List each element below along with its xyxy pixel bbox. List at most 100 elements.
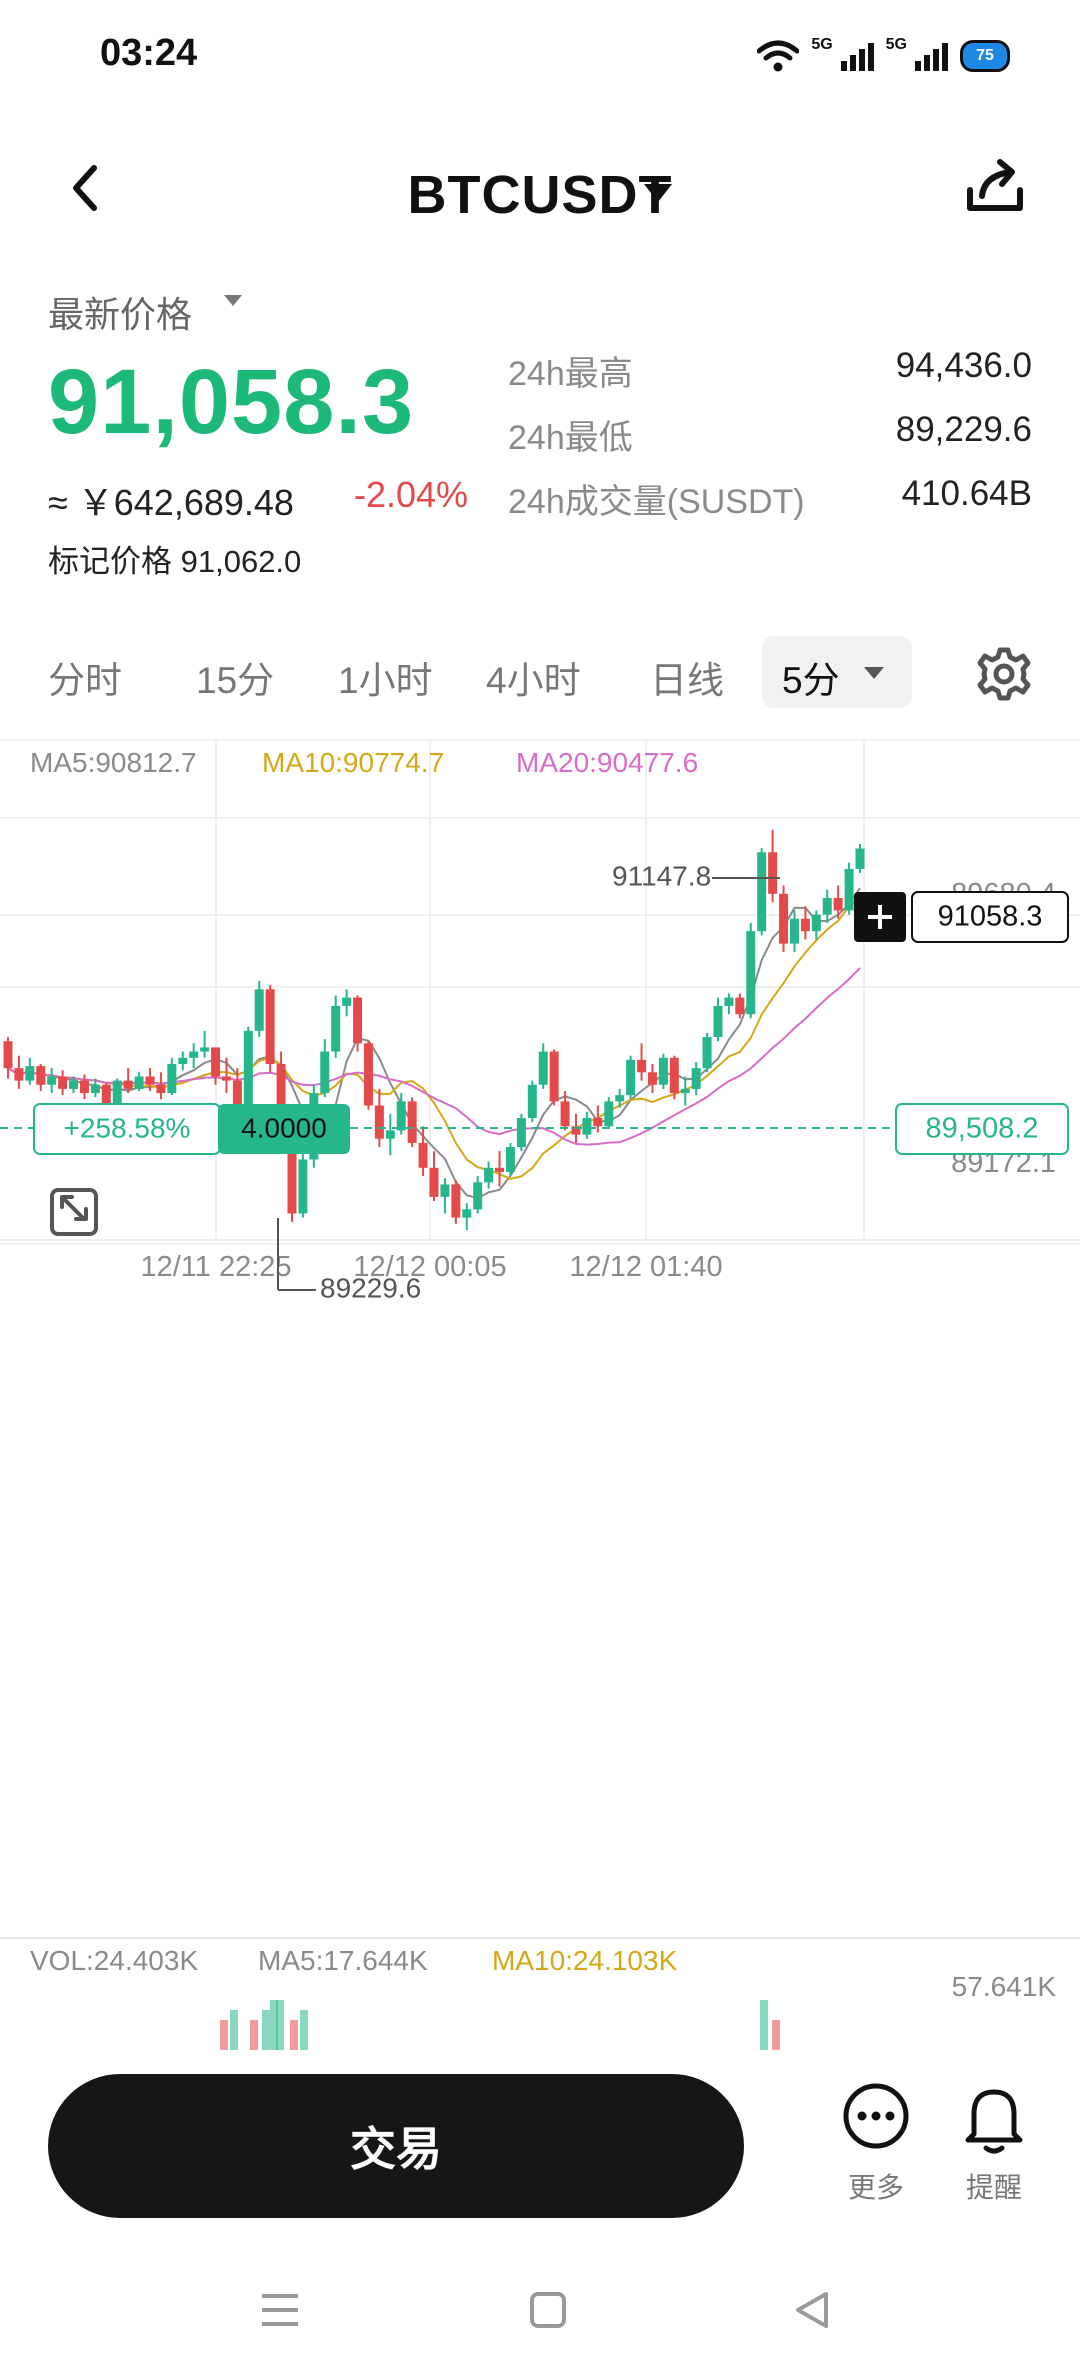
back-button[interactable] [62, 158, 112, 218]
candle-body [178, 1057, 188, 1065]
candle-body [571, 1126, 581, 1135]
menu-icon[interactable] [258, 2290, 302, 2330]
more-label: 更多 [847, 2172, 904, 2203]
network-type-2: 5G [885, 36, 907, 53]
network-type-1: 5G [811, 36, 833, 53]
tab-5m-selected[interactable] [762, 636, 912, 708]
position-price: 89,508.2 [926, 1113, 1039, 1145]
candle-body [221, 1076, 231, 1081]
candle-body [615, 1095, 625, 1102]
vol-legend: VOL:24.403K [30, 1945, 198, 1976]
candle-body [789, 918, 799, 944]
candle-body [298, 1159, 308, 1214]
trade-button[interactable]: 交易 [48, 2074, 744, 2218]
candle-body [768, 852, 778, 894]
change-percent: -2.04% [354, 474, 469, 515]
vol-ma10-legend: MA10:24.103K [492, 1945, 678, 1976]
candle-body [757, 852, 767, 932]
battery-icon: 75 [960, 40, 1010, 72]
gear-icon[interactable] [974, 644, 1034, 704]
pair-title[interactable]: BTCUSDT [407, 165, 673, 225]
volume-bar [270, 2000, 278, 2050]
volume-bar [220, 2020, 228, 2050]
candle-body [211, 1047, 221, 1077]
alert-label: 提醒 [965, 2172, 1022, 2203]
signal-icon [915, 41, 948, 71]
tab-1h[interactable]: 1小时 [338, 660, 433, 701]
candle-body [626, 1059, 636, 1096]
candle-body [254, 989, 264, 1031]
candle-body [243, 1030, 253, 1118]
plus-icon [868, 905, 892, 929]
last-price: 91,058.3 [48, 351, 415, 453]
candle-body [713, 1005, 723, 1038]
candle-body [746, 931, 756, 1015]
candle-body [407, 1101, 417, 1143]
volume-bar [230, 2010, 238, 2050]
candle-body [353, 997, 363, 1044]
stat-label-high: 24h最高 [508, 355, 633, 393]
caret-down-icon[interactable] [640, 178, 676, 208]
caret-down-icon[interactable] [222, 292, 244, 310]
candle-body [25, 1066, 35, 1081]
position-qty: 4.0000 [241, 1112, 327, 1143]
candle-body [145, 1076, 155, 1085]
stat-value-volume: 410.64B [901, 474, 1032, 513]
candle-body [560, 1101, 570, 1127]
candle-body [495, 1167, 505, 1172]
bell-icon [965, 2089, 1023, 2154]
alert-button[interactable]: 提醒 [948, 2080, 1040, 2203]
candle-body [505, 1147, 515, 1172]
caret-down-icon[interactable] [862, 664, 886, 682]
x-tick-label: 12/12 00:05 [353, 1251, 506, 1283]
position-pnl: +258.58% [64, 1112, 191, 1143]
tab-timeline[interactable]: 分时 [48, 660, 122, 701]
candle-body [342, 997, 352, 1006]
stat-value-high: 94,436.0 [895, 346, 1032, 385]
cny-price: ≈ ￥642,689.48 [48, 482, 294, 523]
wifi-icon [757, 40, 800, 72]
candle-body [287, 1130, 297, 1214]
position-qty-box[interactable] [218, 1104, 350, 1154]
candle-body [232, 1080, 242, 1118]
x-axis-ticks: 12/11 22:25 12/12 00:05 12/12 01:40 [0, 1239, 1080, 1283]
tab-daily[interactable]: 日线 [650, 660, 724, 701]
candle-body [134, 1076, 144, 1089]
share-icon[interactable] [960, 152, 1030, 222]
candle-body [276, 1064, 286, 1131]
ma10-legend: MA10:90774.7 [262, 747, 444, 778]
home-icon[interactable] [528, 2290, 568, 2330]
tab-15m[interactable]: 15分 [196, 660, 275, 701]
candle-body [331, 1005, 341, 1052]
low-marker-label: 89229.6 [320, 1272, 421, 1303]
status-icons: 5G 5G 75 [757, 36, 1010, 76]
candle-body [538, 1051, 548, 1085]
fullscreen-icon[interactable] [50, 1188, 98, 1236]
tab-4h[interactable]: 4小时 [486, 660, 581, 701]
candle-body [549, 1051, 559, 1102]
x-tick-label: 12/11 22:25 [140, 1251, 291, 1283]
volume-bar [262, 2010, 270, 2050]
more-button[interactable]: 更多 [830, 2080, 922, 2203]
signal-icon [840, 41, 874, 71]
candle-body [385, 1130, 395, 1139]
candle-body [604, 1101, 614, 1127]
candle-body [811, 914, 821, 932]
kline-chart[interactable]: MA5:90812.7 MA10:90774.7 MA20:90477.6 91… [0, 730, 1080, 2050]
candle-body [418, 1142, 428, 1168]
candle-body [47, 1076, 57, 1085]
last-price-label[interactable]: 最新价格 [48, 294, 193, 335]
candle-body [593, 1117, 603, 1127]
candle-body [473, 1182, 483, 1210]
candle-body [844, 868, 854, 911]
volume-bar [276, 2000, 284, 2050]
back-nav-icon[interactable] [792, 2290, 832, 2330]
candle-body [189, 1051, 199, 1058]
candle-body [800, 918, 810, 932]
candle-body [691, 1068, 701, 1089]
candle-body [374, 1105, 384, 1139]
status-time: 03:24 [100, 32, 198, 74]
candle-body [669, 1057, 679, 1094]
candle-body [582, 1117, 592, 1135]
candle-body [440, 1184, 450, 1197]
